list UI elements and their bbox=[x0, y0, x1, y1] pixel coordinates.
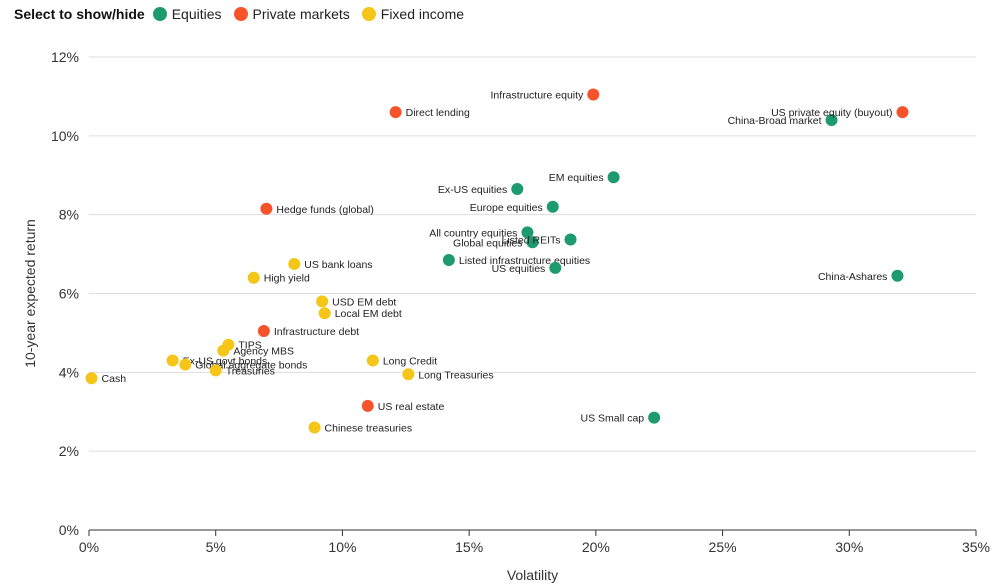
data-point bbox=[257, 324, 270, 337]
data-point-label: Direct lending bbox=[406, 107, 470, 119]
legend-swatch-fixed-income bbox=[361, 7, 376, 21]
x-tick-label: 10% bbox=[328, 539, 356, 555]
data-point bbox=[511, 183, 524, 196]
data-point bbox=[288, 257, 301, 270]
data-point-label: Long Credit bbox=[383, 356, 437, 368]
data-point bbox=[166, 354, 179, 367]
data-point-label: Europe equities bbox=[470, 202, 543, 214]
data-point-label: Ex-US equities bbox=[438, 184, 507, 196]
data-point-label: Hedge funds (global) bbox=[276, 204, 373, 216]
legend-label-private-markets: Private markets bbox=[252, 6, 350, 22]
data-point bbox=[564, 233, 577, 246]
data-point bbox=[217, 344, 230, 357]
data-point-label: China-Broad market bbox=[728, 115, 822, 127]
legend-swatch-equities bbox=[152, 7, 167, 21]
data-point bbox=[896, 106, 909, 119]
data-point-label: Chinese treasuries bbox=[325, 423, 413, 435]
data-point bbox=[260, 202, 273, 215]
y-tick-label: 8% bbox=[59, 207, 79, 223]
data-point-label: TIPS bbox=[238, 340, 261, 352]
data-point bbox=[316, 295, 329, 308]
data-point-label: Treasuries bbox=[226, 365, 275, 377]
legend-label-fixed-income: Fixed income bbox=[380, 6, 465, 22]
data-point-label: US equities bbox=[492, 263, 546, 275]
y-tick-label: 0% bbox=[59, 522, 79, 538]
y-tick-label: 2% bbox=[59, 443, 79, 459]
data-point-label: All country equities bbox=[429, 227, 517, 239]
data-point-label: Infrastructure equity bbox=[491, 89, 585, 101]
data-point bbox=[179, 358, 192, 371]
x-tick-label: 15% bbox=[455, 539, 483, 555]
data-point-label: US Small cap bbox=[581, 413, 645, 425]
data-point bbox=[366, 354, 379, 367]
data-point-label: Global equities bbox=[453, 237, 522, 249]
legend-item-equities[interactable]: Equities bbox=[152, 6, 222, 22]
data-point bbox=[549, 261, 562, 274]
data-point-label: EM equities bbox=[549, 172, 604, 184]
data-point bbox=[308, 421, 321, 434]
data-point-label: Infrastructure debt bbox=[274, 326, 359, 338]
data-point bbox=[247, 271, 260, 284]
data-point-label: Ex-US govt bonds bbox=[183, 356, 268, 368]
legend-title: Select to show/hide bbox=[14, 6, 145, 22]
data-point bbox=[607, 171, 620, 184]
data-point-label: USD EM debt bbox=[332, 296, 396, 308]
data-point bbox=[389, 106, 402, 119]
data-point bbox=[318, 307, 331, 320]
x-tick-label: 30% bbox=[835, 539, 863, 555]
legend-swatch-private-markets bbox=[233, 7, 248, 21]
x-tick-label: 35% bbox=[962, 539, 990, 555]
data-point bbox=[442, 253, 455, 266]
data-points: China-Broad market EM equities Ex-US equit… bbox=[85, 88, 909, 435]
x-tick-label: 5% bbox=[206, 539, 226, 555]
x-axis-label: Volatility bbox=[507, 567, 558, 583]
legend: Select to show/hide Equities Private mar… bbox=[14, 4, 476, 24]
data-point-label: Local EM debt bbox=[335, 308, 402, 320]
data-point bbox=[587, 88, 600, 101]
x-tick-label: 20% bbox=[582, 539, 610, 555]
data-point-label: US real estate bbox=[378, 401, 445, 413]
data-point bbox=[546, 200, 559, 213]
data-point-label: Cash bbox=[102, 373, 127, 385]
data-point bbox=[648, 411, 661, 424]
data-point-label: Global aggregate bonds bbox=[195, 359, 307, 371]
data-point-label: US private equity (buyout) bbox=[771, 107, 892, 119]
y-tick-label: 6% bbox=[59, 286, 79, 302]
data-point-label: High yield bbox=[264, 273, 310, 285]
x-tick-label: 25% bbox=[709, 539, 737, 555]
data-point-label: US bank loans bbox=[304, 259, 372, 271]
grid-lines bbox=[89, 56, 976, 452]
legend-item-private-markets[interactable]: Private markets bbox=[233, 6, 350, 22]
data-point-label: Listed REITs bbox=[502, 234, 561, 246]
legend-item-fixed-income[interactable]: Fixed income bbox=[361, 6, 465, 22]
data-point bbox=[526, 236, 539, 249]
data-point-label: Agency MBS bbox=[233, 346, 294, 358]
y-tick-label: 10% bbox=[51, 128, 79, 144]
axes: 0% 2% 4% 6% 8% 10% 12% 0% 5% 10% 15% 20% 25% 30% 35% bbox=[51, 49, 990, 555]
data-point bbox=[891, 269, 904, 282]
data-point bbox=[402, 368, 415, 381]
y-tick-label: 4% bbox=[59, 364, 79, 380]
data-point bbox=[361, 399, 374, 412]
y-tick-label: 12% bbox=[51, 49, 79, 65]
y-axis-label: 10-year expected return bbox=[22, 219, 38, 368]
data-point bbox=[209, 364, 222, 377]
data-point bbox=[85, 372, 98, 385]
data-point bbox=[825, 114, 838, 127]
data-point-label: China-Ashares bbox=[818, 271, 887, 283]
x-tick-label: 0% bbox=[79, 539, 99, 555]
data-point bbox=[521, 226, 534, 239]
legend-label-equities: Equities bbox=[171, 6, 222, 22]
data-point-label: Long Treasuries bbox=[418, 369, 493, 381]
